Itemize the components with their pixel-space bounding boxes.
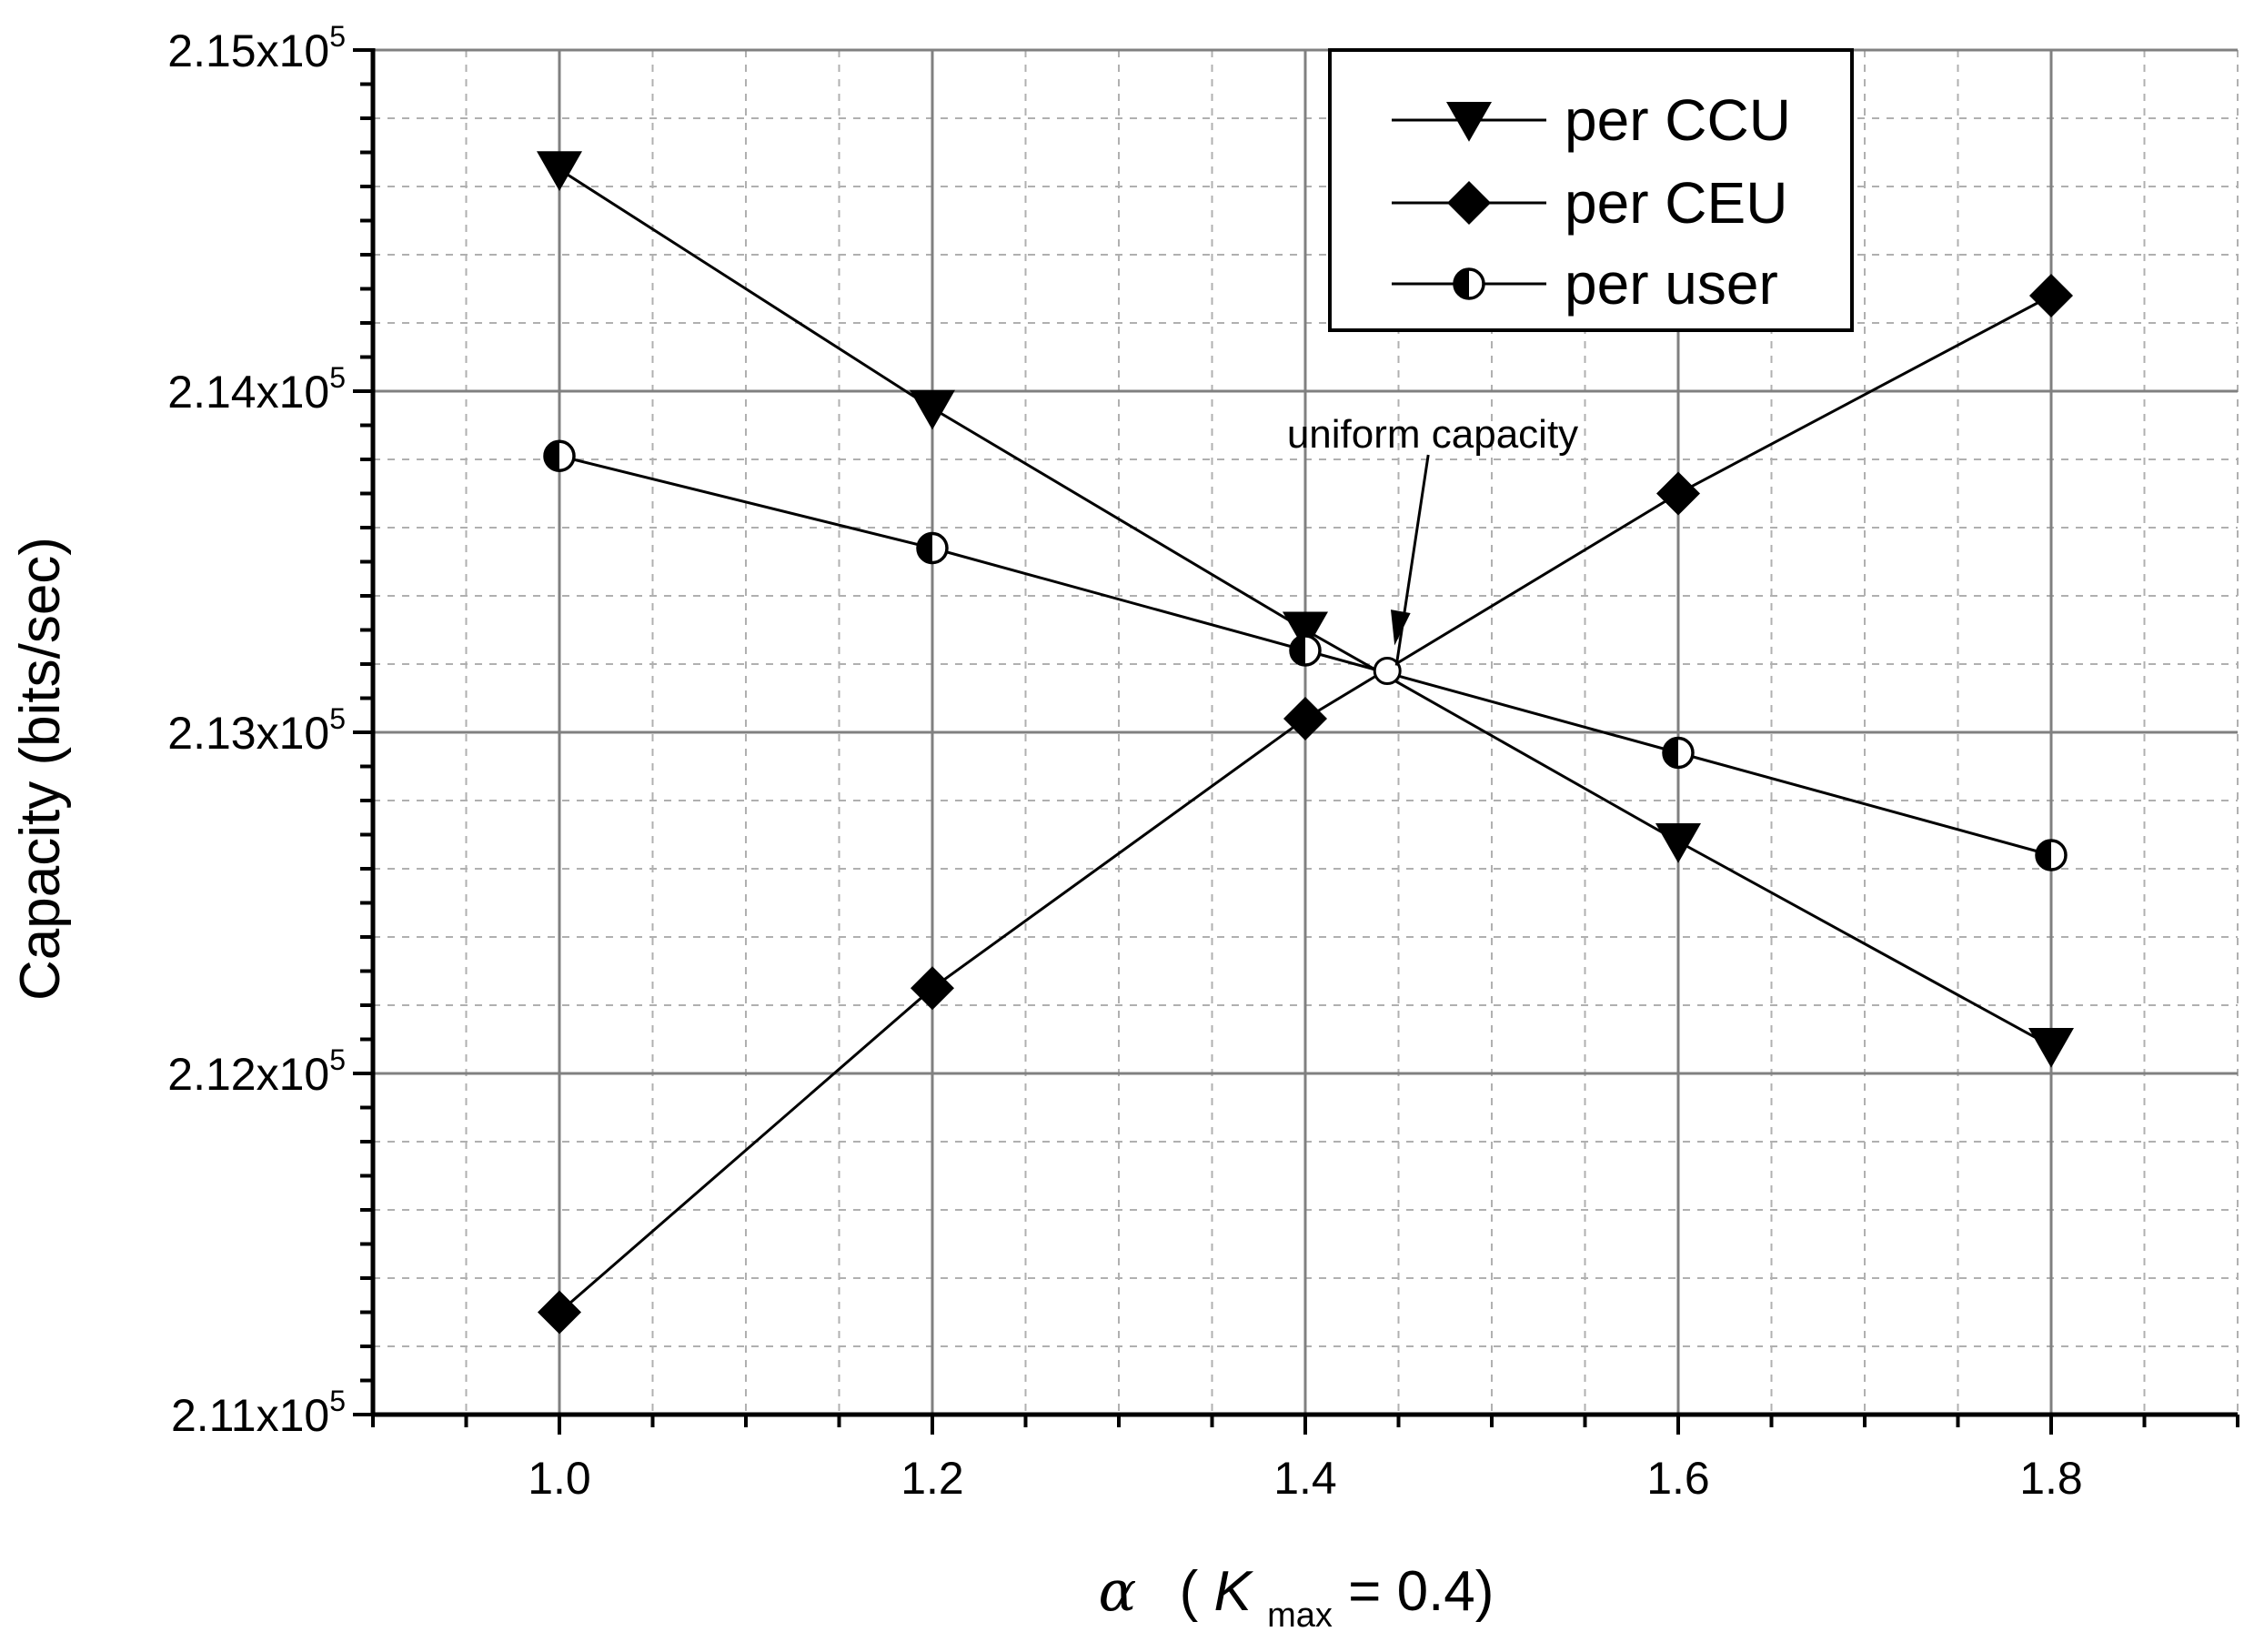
x-axis-label-paren: ( [1180, 1560, 1199, 1623]
x-axis-label-rest: = 0.4) [1348, 1560, 1494, 1623]
x-axis-label: α ( K max = 0.4) [1099, 1557, 1494, 1639]
data-point-per-ccu [1655, 823, 1701, 863]
data-point-per-ceu [1656, 471, 1700, 516]
legend: per CCU per CEU per user [1328, 48, 1854, 332]
x-axis-label-sub: max [1267, 1597, 1333, 1635]
x-tick-label: 1.2 [901, 1453, 964, 1504]
data-point-per-user [1289, 634, 1322, 667]
marker-outline [1453, 267, 1485, 300]
data-point-per-user [1662, 736, 1695, 770]
data-point-per-ceu [911, 966, 954, 1011]
data-point-per-ceu [538, 1290, 581, 1335]
annotation-arrow-head [1390, 609, 1411, 646]
annotation: uniform capacity [1287, 412, 1578, 685]
marker-outline [2035, 839, 2068, 871]
marker-outline [916, 531, 949, 565]
x-tick-label: 1.0 [528, 1453, 591, 1504]
data-point-per-ceu [1283, 697, 1327, 740]
legend-marker [1446, 102, 1492, 142]
legend-marker [1447, 181, 1491, 225]
data-point-per-ccu [537, 151, 582, 191]
x-axis-label-k: K [1214, 1560, 1254, 1623]
series-layer [537, 151, 2074, 1335]
data-point-per-user [543, 439, 576, 472]
marker-outline [543, 439, 576, 472]
data-point-per-user [916, 531, 949, 565]
x-tick-label: 1.4 [1273, 1453, 1337, 1504]
data-point-per-user [2035, 839, 2068, 871]
y-tick-label: 2.14x105 [167, 361, 346, 418]
data-point-per-ccu [2028, 1028, 2074, 1068]
x-tick-label: 1.6 [1646, 1453, 1710, 1504]
intersection-marker [1373, 657, 1402, 685]
annotation-label: uniform capacity [1287, 412, 1578, 457]
y-tick-label: 2.12x105 [167, 1043, 346, 1100]
legend-label: per CCU [1565, 87, 1791, 153]
data-point-per-ceu [2029, 274, 2073, 317]
marker-outline [1662, 736, 1695, 770]
x-axis-label-alpha: α [1099, 1557, 1137, 1624]
axes: 1.0 1.2 1.4 1.6 1.8 2.11x105 2.12x105 2.13x105 2… [167, 20, 2239, 1504]
y-tick-label: 2.13x105 [167, 702, 346, 759]
legend-label: per CEU [1565, 170, 1787, 236]
x-tick-label: 1.8 [2019, 1453, 2083, 1504]
y-axis-label: Capacity (bits/sec) [9, 537, 72, 1001]
legend-label: per user [1565, 251, 1778, 317]
y-tick-label: 2.15x105 [167, 20, 346, 76]
marker-outline [1289, 634, 1322, 667]
data-point-per-ccu [910, 389, 955, 430]
legend-marker [1453, 267, 1485, 300]
y-tick-label: 2.11x105 [171, 1385, 346, 1441]
data-point-per-ccu [1283, 611, 1328, 652]
